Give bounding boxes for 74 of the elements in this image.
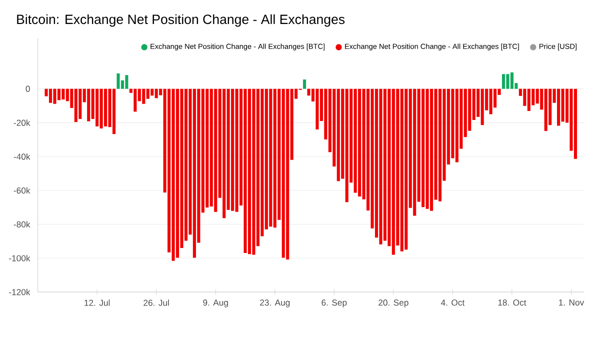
bar: [269, 88, 272, 227]
bar: [392, 88, 395, 255]
bar: [176, 88, 180, 258]
bar: [134, 88, 137, 112]
bar: [430, 88, 434, 211]
bar: [100, 88, 103, 128]
bar: [244, 88, 247, 254]
bar: [345, 88, 348, 202]
x-tick-label: 9. Aug: [203, 300, 228, 308]
bar: [112, 88, 116, 134]
bar: [557, 88, 560, 126]
bar: [96, 88, 99, 126]
y-tick-label: -80k: [14, 221, 30, 228]
x-tick-label: 6. Sep: [322, 300, 347, 308]
bar: [400, 88, 404, 252]
bar: [282, 88, 285, 258]
bar: [426, 88, 429, 209]
bar: [480, 88, 484, 126]
bar: [502, 74, 506, 89]
y-tick-label: -20k: [14, 120, 30, 126]
bar: [48, 88, 52, 103]
x-tick-label: 12. Jul: [84, 300, 110, 306]
bar: [172, 88, 175, 261]
bar: [422, 88, 425, 208]
bar: [125, 75, 128, 89]
bar: [74, 88, 78, 122]
bar: [150, 88, 154, 96]
x-tick-label: 4. Oct: [440, 300, 465, 306]
bar: [57, 88, 60, 100]
bar: [273, 88, 276, 228]
bar: [214, 88, 218, 212]
bar: [527, 88, 530, 111]
bar: [142, 88, 146, 104]
bar: [192, 88, 196, 258]
bar: [78, 88, 82, 119]
x-tick-label: 20. Sep: [378, 300, 408, 308]
x-tick-label: 26. Jul: [144, 300, 169, 306]
bar: [455, 88, 458, 162]
bar: [53, 88, 56, 104]
bar: [116, 73, 120, 89]
bar: [510, 72, 514, 89]
bar: [336, 88, 340, 182]
bar: [561, 88, 564, 122]
x-tick-label: 1. Nov: [559, 300, 584, 306]
y-tick-label: 0: [26, 86, 30, 92]
bar: [379, 88, 382, 244]
chart-title: Bitcoin: Exchange Net Position Change - All Exchanges: [17, 14, 345, 27]
bar: [404, 88, 408, 250]
bar: [489, 88, 492, 114]
bar: [354, 88, 357, 193]
bar: [286, 88, 290, 260]
bar: [231, 88, 234, 211]
x-tick-label: 18. Oct: [498, 300, 526, 306]
bar: [235, 88, 238, 212]
x-tick-label: 23. Aug: [260, 300, 290, 308]
bar: [302, 80, 306, 89]
y-tick-label: -40k: [14, 153, 30, 160]
bar: [154, 88, 158, 98]
bar: [574, 88, 577, 159]
bar: [87, 88, 90, 122]
bar: [544, 88, 548, 131]
y-tick-label: -120k: [9, 288, 30, 296]
bar: [252, 88, 256, 255]
bar: [413, 88, 416, 216]
bar: [506, 74, 510, 89]
y-tick-label: -100k: [9, 254, 30, 262]
bar: [104, 88, 108, 126]
bar: [222, 88, 226, 218]
y-tick-label: -60k: [14, 187, 30, 194]
bar: [316, 88, 319, 130]
bar: [248, 88, 252, 254]
bar: [438, 88, 442, 202]
bar: [62, 88, 65, 100]
bar: [358, 88, 362, 197]
